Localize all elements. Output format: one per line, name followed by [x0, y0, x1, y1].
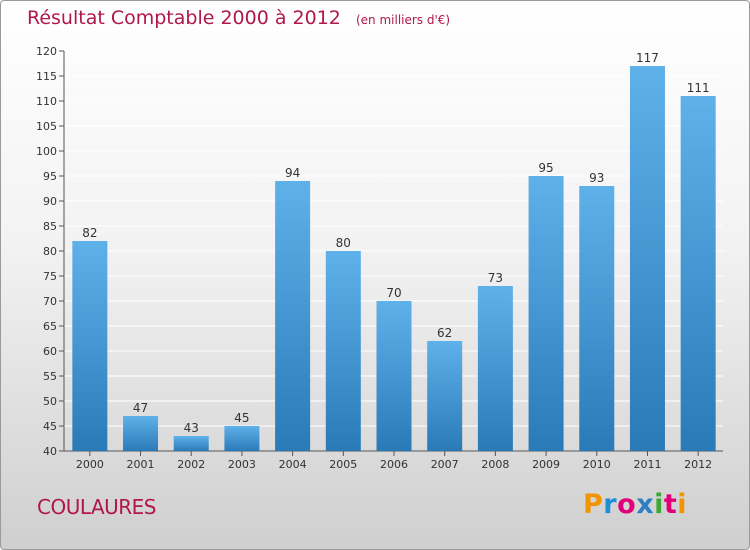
y-tick-label: 110 — [36, 95, 57, 108]
commune-name: COULAURES — [37, 495, 157, 519]
y-tick-label: 105 — [36, 120, 57, 133]
logo-letter: i — [677, 489, 688, 520]
title-row: Résultat Comptable 2000 à 2012 (en milli… — [27, 7, 450, 29]
x-tick-label: 2009 — [532, 458, 560, 471]
data-label: 47 — [133, 401, 148, 415]
data-label: 43 — [184, 421, 199, 435]
y-tick-label: 90 — [43, 195, 57, 208]
data-label: 62 — [437, 326, 452, 340]
x-tick-label: 2007 — [431, 458, 459, 471]
logo-letter: r — [603, 489, 618, 520]
y-tick-label: 45 — [43, 420, 57, 433]
chart-title: Résultat Comptable 2000 à 2012 — [27, 7, 341, 29]
bar — [325, 251, 361, 451]
proxiti-logo: Proxiti — [583, 489, 687, 520]
bar — [680, 96, 716, 451]
data-label: 45 — [234, 411, 249, 425]
x-tick-label: 2000 — [76, 458, 104, 471]
bar — [275, 181, 311, 451]
x-tick-label: 2004 — [279, 458, 307, 471]
x-tick-label: 2005 — [329, 458, 357, 471]
y-tick-label: 95 — [43, 170, 57, 183]
x-tick-label: 2001 — [127, 458, 155, 471]
logo-letter: x — [636, 489, 655, 520]
data-label: 111 — [687, 81, 710, 95]
bar — [477, 286, 513, 451]
y-tick-label: 120 — [36, 45, 57, 58]
bar — [173, 436, 209, 451]
data-label: 70 — [386, 286, 401, 300]
data-label: 93 — [589, 171, 604, 185]
data-label: 82 — [82, 226, 97, 240]
y-tick-label: 70 — [43, 295, 57, 308]
x-tick-label: 2012 — [684, 458, 712, 471]
bar — [376, 301, 412, 451]
x-tick-label: 2006 — [380, 458, 408, 471]
y-tick-label: 80 — [43, 245, 57, 258]
bar — [579, 186, 615, 451]
x-tick-label: 2008 — [481, 458, 509, 471]
logo-letter: o — [617, 489, 637, 520]
bar — [528, 176, 564, 451]
bar — [427, 341, 463, 451]
logo-letter: i — [654, 489, 664, 520]
x-tick-label: 2002 — [177, 458, 205, 471]
data-label: 117 — [636, 51, 659, 65]
y-tick-label: 75 — [43, 270, 57, 283]
x-tick-label: 2003 — [228, 458, 256, 471]
y-tick-label: 65 — [43, 320, 57, 333]
y-tick-label: 40 — [43, 445, 57, 458]
y-tick-label: 115 — [36, 70, 57, 83]
data-label: 94 — [285, 166, 300, 180]
logo-letter: P — [583, 489, 604, 520]
bar — [72, 241, 108, 451]
y-tick-label: 50 — [43, 395, 57, 408]
x-tick-label: 2011 — [633, 458, 661, 471]
bar — [123, 416, 159, 451]
data-label: 95 — [538, 161, 553, 175]
chart-subtitle: (en milliers d'€) — [355, 13, 451, 27]
data-label: 80 — [336, 236, 351, 250]
y-tick-label: 55 — [43, 370, 57, 383]
logo-letter: t — [663, 489, 678, 520]
data-label: 73 — [488, 271, 503, 285]
x-tick-label: 2010 — [583, 458, 611, 471]
y-tick-label: 100 — [36, 145, 57, 158]
y-tick-label: 60 — [43, 345, 57, 358]
bar — [224, 426, 260, 451]
y-tick-label: 85 — [43, 220, 57, 233]
bar — [629, 66, 665, 451]
